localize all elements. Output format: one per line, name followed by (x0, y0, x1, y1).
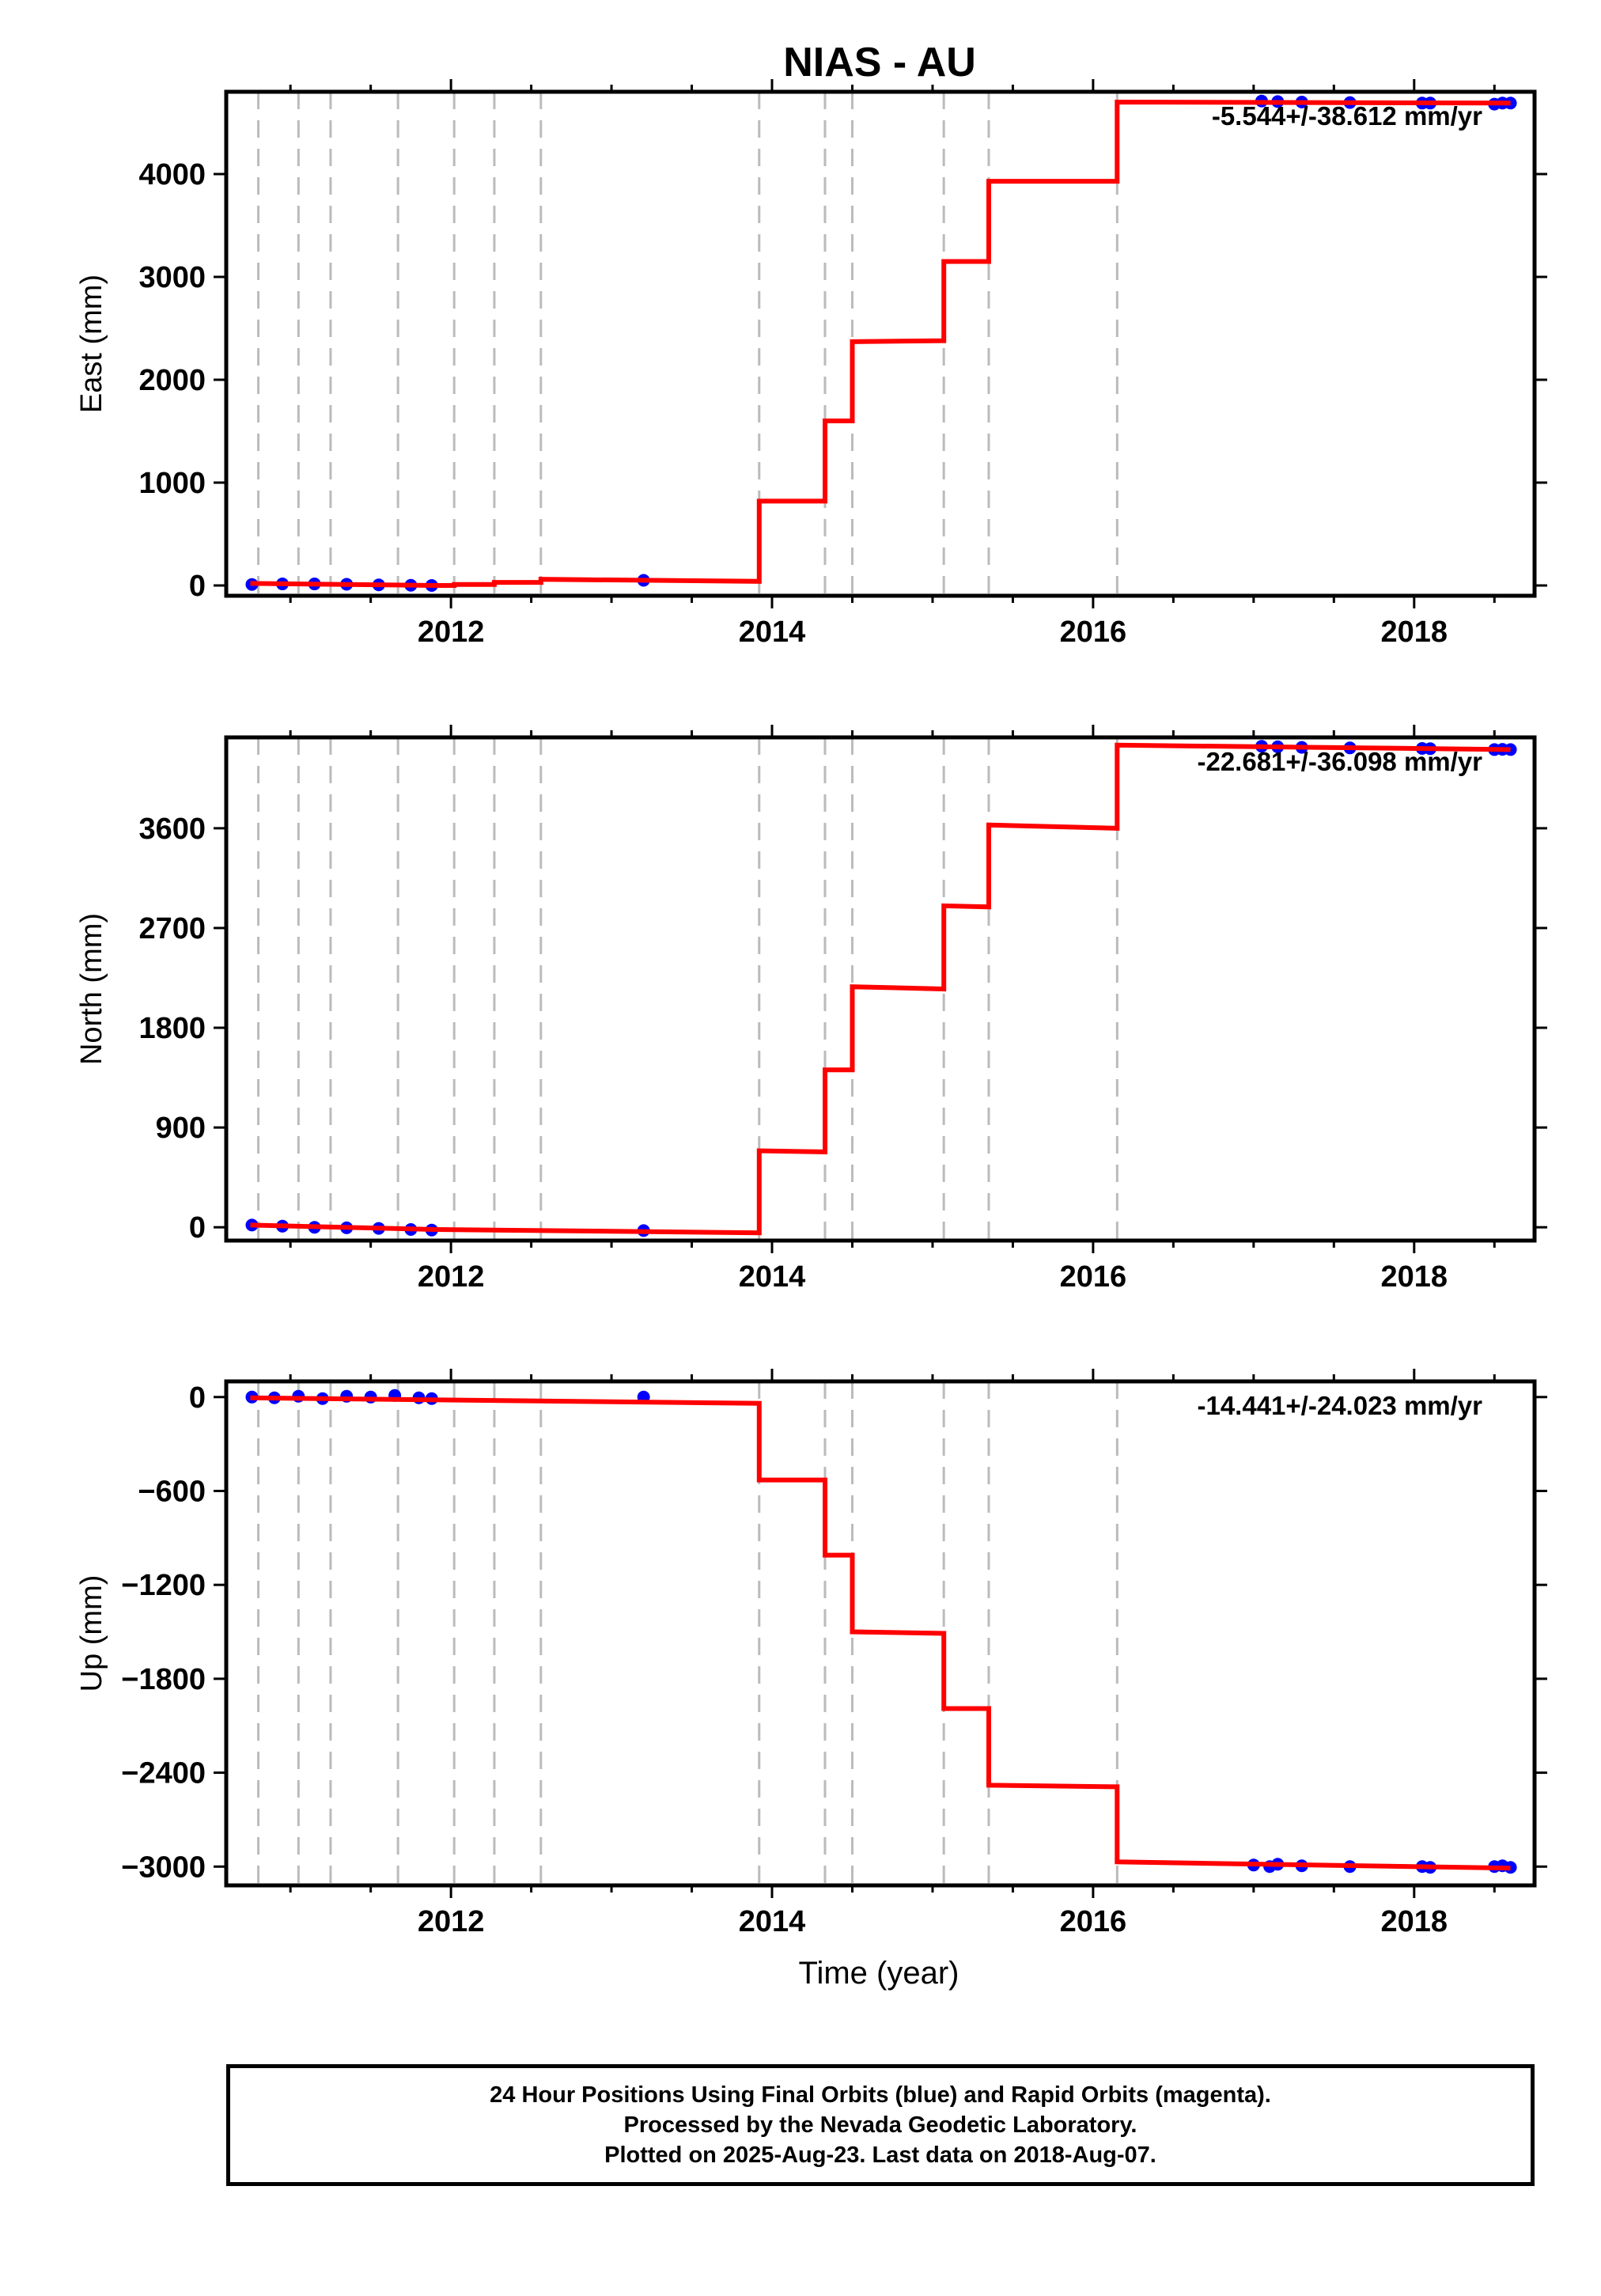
model-line (250, 99, 1511, 588)
x-tick-label: 2016 (1060, 1905, 1127, 1938)
y-tick-label: 900 (156, 1112, 206, 1145)
data-points-group (245, 740, 1517, 1237)
y-tick-label: 3600 (138, 813, 206, 846)
chart-title: NIAS - AU (783, 40, 976, 85)
y-tick-label: 2700 (138, 912, 206, 945)
model-line (250, 1395, 1511, 1871)
panel-2: 2012 2014 2016 2018 0 900 1800 2700 3600 North (m… (75, 725, 1547, 1294)
panel-3: 2012 2014 2016 2018 0 −600 −1200 −1800 −2400 −300… (75, 1369, 1547, 1991)
velocity-label: -5.544+/-38.612 mm/yr (1212, 101, 1482, 131)
plot-frame (224, 735, 1537, 1243)
y-axis-label: North (mm) (75, 913, 108, 1065)
x-tick-label: 2012 (418, 1260, 485, 1294)
y-tick-label: 1000 (138, 467, 206, 500)
y-tick-label: −1800 (121, 1663, 206, 1696)
x-tick-label: 2014 (739, 616, 806, 649)
plot-frame (224, 89, 1537, 598)
caption-line-2: Processed by the Nevada Geodetic Laborat… (623, 2112, 1137, 2138)
x-tick-label: 2018 (1381, 1260, 1448, 1294)
x-tick-label: 2012 (418, 1905, 485, 1938)
y-tick-label: 0 (189, 1381, 206, 1415)
x-tick-label: 2012 (418, 616, 485, 649)
panels-group: 2012 2014 2016 2018 0 1000 2000 3000 4000 East (m… (75, 79, 1547, 1991)
x-tick-label: 2018 (1381, 616, 1448, 649)
y-axis-label: Up (mm) (75, 1575, 108, 1692)
caption-box: 24 Hour Positions Using Final Orbits (bl… (226, 2064, 1535, 2186)
y-tick-label: 2000 (138, 364, 206, 397)
y-axis-label: East (mm) (75, 275, 108, 413)
y-tick-label: −2400 (121, 1757, 206, 1790)
caption-line-1: 24 Hour Positions Using Final Orbits (bl… (490, 2082, 1271, 2108)
x-tick-label: 2016 (1060, 616, 1127, 649)
model-line (250, 742, 1511, 1236)
velocity-label: -14.441+/-24.023 mm/yr (1197, 1391, 1482, 1420)
x-tick-label: 2016 (1060, 1260, 1127, 1294)
plot-frame (224, 1379, 1537, 1888)
y-tick-label: −600 (138, 1475, 206, 1508)
panel-1: 2012 2014 2016 2018 0 1000 2000 3000 4000 East (m… (75, 79, 1547, 649)
y-tick-label: 1800 (138, 1012, 206, 1045)
x-tick-label: 2014 (739, 1905, 806, 1938)
y-tick-label: 3000 (138, 261, 206, 294)
x-tick-label: 2018 (1381, 1905, 1448, 1938)
y-tick-label: −1200 (121, 1569, 206, 1602)
x-axis-label: Time (year) (799, 1956, 959, 1991)
velocity-label: -22.681+/-36.098 mm/yr (1197, 747, 1482, 776)
caption-line-3: Plotted on 2025-Aug-23. Last data on 201… (604, 2143, 1156, 2168)
x-tick-label: 2014 (739, 1260, 806, 1294)
y-tick-label: −3000 (121, 1851, 206, 1884)
y-tick-label: 0 (189, 1211, 206, 1245)
y-tick-label: 4000 (138, 158, 206, 191)
y-tick-label: 0 (189, 570, 206, 603)
